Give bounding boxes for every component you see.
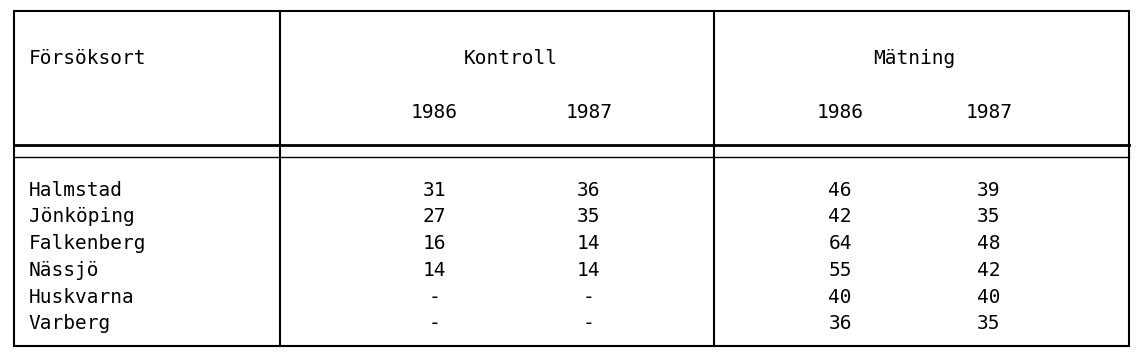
Text: 35: 35 — [977, 315, 1000, 333]
Text: Huskvarna: Huskvarna — [29, 288, 135, 307]
Text: Varberg: Varberg — [29, 315, 111, 333]
Text: 14: 14 — [577, 234, 600, 253]
Text: Försöksort: Försöksort — [29, 49, 146, 69]
Text: 39: 39 — [977, 181, 1000, 200]
Text: 46: 46 — [829, 181, 852, 200]
Text: 14: 14 — [423, 261, 446, 280]
Text: 35: 35 — [577, 207, 600, 226]
Text: Kontroll: Kontroll — [464, 49, 558, 69]
Text: 42: 42 — [977, 261, 1000, 280]
Text: Mätning: Mätning — [873, 49, 956, 69]
Text: 27: 27 — [423, 207, 446, 226]
Text: 16: 16 — [423, 234, 446, 253]
Text: -: - — [429, 288, 440, 307]
Text: 42: 42 — [829, 207, 852, 226]
Text: 40: 40 — [977, 288, 1000, 307]
Text: 31: 31 — [423, 181, 446, 200]
Text: Jönköping: Jönköping — [29, 207, 135, 226]
Text: 14: 14 — [577, 261, 600, 280]
Text: -: - — [583, 288, 594, 307]
Text: 36: 36 — [829, 315, 852, 333]
Text: 1987: 1987 — [965, 103, 1013, 122]
Text: -: - — [429, 315, 440, 333]
Text: 1986: 1986 — [816, 103, 864, 122]
Text: -: - — [583, 315, 594, 333]
Text: 55: 55 — [829, 261, 852, 280]
Text: 64: 64 — [829, 234, 852, 253]
Text: 1987: 1987 — [565, 103, 613, 122]
FancyBboxPatch shape — [14, 11, 1129, 346]
Text: 40: 40 — [829, 288, 852, 307]
Text: Halmstad: Halmstad — [29, 181, 122, 200]
Text: Nässjö: Nässjö — [29, 261, 99, 280]
Text: 35: 35 — [977, 207, 1000, 226]
Text: 48: 48 — [977, 234, 1000, 253]
Text: Falkenberg: Falkenberg — [29, 234, 146, 253]
Text: 1986: 1986 — [410, 103, 458, 122]
Text: 36: 36 — [577, 181, 600, 200]
